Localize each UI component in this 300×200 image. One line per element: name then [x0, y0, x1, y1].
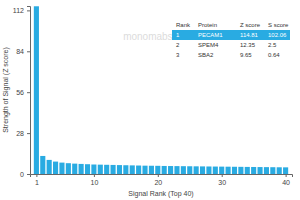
bar [194, 166, 199, 174]
bar [213, 167, 218, 174]
bar [232, 167, 237, 174]
table-header: Protein [198, 22, 217, 28]
bar [181, 166, 186, 174]
axis-line [31, 175, 293, 178]
bar [238, 167, 243, 174]
table-cell: 2.5 [268, 42, 277, 48]
bar [149, 166, 154, 174]
bar [40, 156, 45, 174]
table-cell: 12.35 [240, 42, 256, 48]
tick-label: 1 [35, 179, 39, 186]
tick-label: 30 [218, 179, 226, 186]
bar [79, 164, 84, 174]
table-header: Z score [240, 22, 261, 28]
bar [264, 167, 269, 174]
plot: monomabs 0 28 56 84 112 1 10 20 30 40 [13, 6, 293, 186]
tick-label: 0 [20, 171, 24, 178]
bar [47, 160, 52, 174]
table-cell: 3 [176, 52, 180, 58]
tick: 1 [35, 174, 39, 186]
table-cell: SBA2 [198, 52, 214, 58]
bar [257, 167, 262, 174]
bar [104, 165, 109, 174]
tick-label: 56 [16, 89, 24, 96]
tick: 56 [16, 89, 30, 96]
bar [168, 166, 173, 174]
chart: monomabs 0 28 56 84 112 1 10 20 30 40 Strength of S… [0, 0, 300, 200]
tick: 0 [20, 171, 30, 178]
bar [200, 166, 205, 174]
tick: 30 [218, 174, 226, 186]
tick-label: 112 [13, 7, 24, 14]
tick-mark [27, 10, 30, 11]
x-axis-title: Signal Rank (Top 40) [128, 190, 193, 198]
tick-mark [27, 174, 30, 175]
bar [117, 165, 122, 174]
bar [111, 165, 116, 174]
bar [72, 164, 77, 174]
bar [162, 166, 167, 174]
bar [34, 6, 39, 174]
tick: 10 [91, 174, 99, 186]
bar [91, 165, 96, 174]
bar [66, 163, 71, 174]
table-header: Rank [176, 22, 191, 28]
tick-label: 84 [16, 48, 24, 55]
tick-label: 20 [154, 179, 162, 186]
y-axis-title: Strength of Signal (Z score) [2, 47, 10, 133]
tick: 112 [13, 7, 30, 14]
table-cell: 102.06 [268, 32, 287, 38]
tick-mark [27, 51, 30, 52]
tick: 28 [16, 130, 30, 137]
bar [277, 167, 282, 174]
bar [270, 167, 275, 174]
bar [85, 164, 90, 174]
tick-label: 28 [16, 130, 24, 137]
tick-mark [27, 92, 30, 93]
x-axis: 1 10 20 30 40 [31, 174, 293, 186]
bar [155, 166, 160, 174]
tick: 40 [282, 174, 290, 186]
bar [174, 166, 179, 174]
bar [245, 167, 250, 174]
tick: 20 [154, 174, 162, 186]
table-cell: 114.81 [240, 32, 259, 38]
bar [142, 166, 147, 174]
axis-line [27, 7, 31, 175]
y-axis: 0 28 56 84 112 [13, 7, 31, 178]
tick-label: 10 [91, 179, 99, 186]
watermark: monomabs [123, 31, 172, 42]
table-background [172, 20, 290, 60]
tick-mark [222, 174, 223, 177]
bar [98, 165, 103, 174]
bar [226, 167, 231, 174]
bar [206, 166, 211, 174]
bars [34, 6, 288, 174]
bar [219, 167, 224, 174]
table: Rank Protein Z score S score 1 PECAM1 114.81 10… [172, 20, 290, 60]
bar [123, 165, 128, 174]
table-cell: 9.65 [240, 52, 252, 58]
table-cell: PECAM1 [198, 32, 223, 38]
bar [187, 166, 192, 174]
bar [53, 162, 58, 174]
table-header: S score [268, 22, 289, 28]
tick-mark [158, 174, 159, 177]
bar [283, 167, 288, 174]
tick-mark [36, 174, 37, 177]
tick-mark [94, 174, 95, 177]
table-cell: 0.64 [268, 52, 280, 58]
bar [251, 167, 256, 174]
table-highlight [172, 30, 290, 40]
tick-mark [286, 174, 287, 177]
tick-mark [27, 133, 30, 134]
table-cell: SPEM4 [198, 42, 219, 48]
bar [59, 163, 64, 174]
table-cell: 1 [176, 32, 180, 38]
tick-label: 40 [282, 179, 290, 186]
bar [130, 165, 135, 174]
bar [136, 166, 141, 174]
tick: 84 [16, 48, 30, 55]
table-cell: 2 [176, 42, 180, 48]
